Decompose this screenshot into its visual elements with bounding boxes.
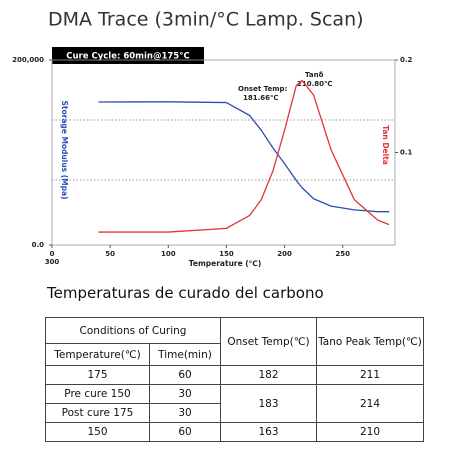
x-axis-label: Temperature (℃) bbox=[189, 259, 262, 268]
chart: DMA Trace (3min/°C Lamp. Scan) Cure Cycl… bbox=[12, 9, 413, 269]
annotation: 210.80℃ bbox=[297, 80, 333, 88]
x-tick-label: 50 bbox=[105, 250, 115, 258]
plot-frame bbox=[51, 59, 396, 246]
x-end-label: 300 bbox=[45, 258, 60, 266]
cell: 30 bbox=[149, 384, 221, 404]
y2-axis-label: Tan Delta bbox=[381, 125, 390, 165]
x-tick-label: 150 bbox=[219, 250, 234, 258]
header-cell: Time(min) bbox=[149, 343, 221, 366]
y2-tick-label: 0.2 bbox=[400, 56, 413, 64]
table-title: Temperaturas de curado del carbono bbox=[47, 284, 324, 302]
cell: 163 bbox=[220, 422, 317, 442]
x-tick-label: 200 bbox=[277, 250, 292, 258]
cell: 30 bbox=[149, 403, 221, 423]
header-cell: Conditions of Curing bbox=[45, 317, 221, 344]
cell: 183 bbox=[220, 384, 317, 423]
cell: 210 bbox=[316, 422, 424, 442]
table: Conditions of Curing Onset Temp(℃) Tano Pe… bbox=[45, 317, 424, 442]
header-cell: Onset Temp(℃) bbox=[220, 317, 317, 366]
cell: Pre cure 150 bbox=[45, 384, 150, 404]
annotation: Tanδ bbox=[305, 71, 324, 79]
cell: 211 bbox=[316, 365, 424, 385]
grid bbox=[52, 119, 395, 181]
y2-tick-label: 0.1 bbox=[400, 149, 413, 157]
cell: 175 bbox=[45, 365, 150, 385]
header-cell: Temperature(℃) bbox=[45, 343, 150, 366]
cell: 182 bbox=[220, 365, 317, 385]
cell: 214 bbox=[316, 384, 424, 423]
y-tick-label: 0.0 bbox=[32, 241, 45, 249]
x-tick-label: 0 bbox=[50, 250, 55, 258]
cell: 60 bbox=[149, 422, 221, 442]
chart-subtitle: Cure Cycle: 60min@175°C bbox=[66, 52, 189, 62]
annotation: Onset Temp: bbox=[238, 85, 288, 93]
series-line bbox=[98, 101, 390, 213]
header-cell: Tano Peak Temp(℃) bbox=[316, 317, 424, 366]
cell: 60 bbox=[149, 365, 221, 385]
series-line bbox=[98, 79, 390, 233]
x-tick-label: 100 bbox=[161, 250, 176, 258]
y-tick-label: 200,000 bbox=[12, 56, 44, 64]
cell: Post cure 175 bbox=[45, 403, 150, 423]
cell: 150 bbox=[45, 422, 150, 442]
chart-title: DMA Trace (3min/°C Lamp. Scan) bbox=[48, 9, 364, 31]
annotation: 181.66℃ bbox=[243, 94, 279, 102]
y-axis-label: Storage Modulus (Mpa) bbox=[60, 100, 69, 199]
x-tick-label: 250 bbox=[335, 250, 350, 258]
